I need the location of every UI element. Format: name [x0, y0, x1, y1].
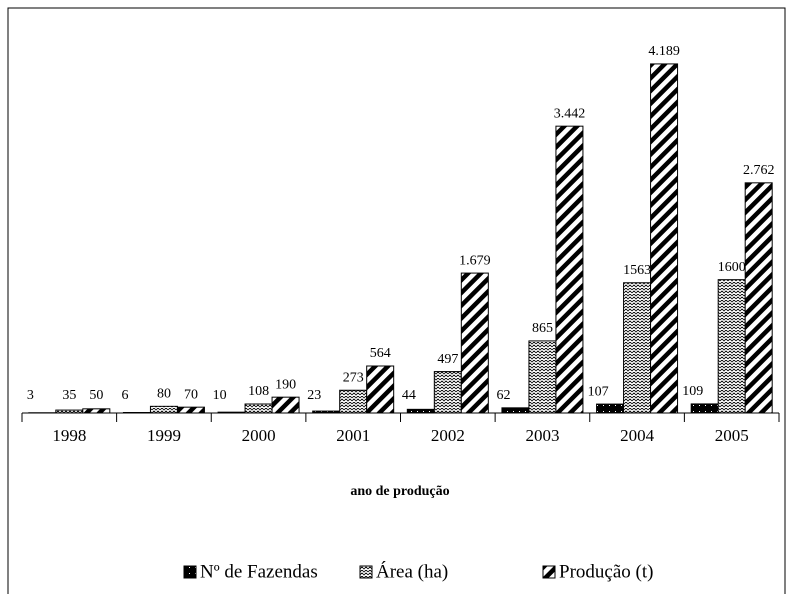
data-label: 2.762 — [743, 163, 775, 178]
bar — [690, 403, 719, 414]
data-label: 107 — [588, 384, 609, 399]
data-label: 44 — [402, 388, 416, 403]
data-label: 4.189 — [648, 44, 680, 59]
data-label: 1.679 — [459, 253, 491, 268]
data-label: 50 — [89, 388, 103, 403]
bar — [217, 411, 246, 414]
bar — [271, 396, 300, 414]
data-label: 23 — [307, 388, 321, 403]
data-label: 564 — [370, 346, 391, 361]
bar — [744, 182, 773, 414]
bar — [82, 408, 111, 414]
x-tick-label: 2003 — [525, 426, 559, 445]
data-label: 10 — [213, 388, 227, 403]
x-tick-label: 2005 — [715, 426, 749, 445]
bar — [717, 279, 746, 414]
x-tick-label: 1999 — [147, 426, 181, 445]
data-label: 3 — [27, 388, 34, 403]
bar — [122, 412, 151, 414]
legend-label: Área (ha) — [376, 560, 448, 582]
data-label: 3.442 — [554, 106, 586, 121]
data-label: 35 — [62, 388, 76, 403]
x-axis-label: ano de produção — [350, 484, 449, 499]
bar — [528, 340, 557, 414]
data-label: 6 — [121, 388, 128, 403]
data-label: 70 — [184, 387, 198, 402]
data-label: 62 — [496, 388, 510, 403]
bar — [555, 125, 584, 414]
bar — [339, 389, 368, 414]
bar — [149, 405, 178, 414]
legend-swatch — [542, 565, 556, 579]
data-label: 273 — [343, 370, 364, 385]
bar — [433, 371, 462, 414]
bar — [55, 409, 84, 414]
x-tick-label: 2004 — [620, 426, 655, 445]
data-label: 865 — [532, 321, 553, 336]
x-tick-label: 2000 — [242, 426, 276, 445]
bar — [460, 272, 489, 414]
bar — [176, 406, 205, 414]
legend-label: Nº de Fazendas — [200, 561, 318, 582]
bar — [406, 408, 435, 414]
bar — [244, 403, 273, 414]
data-label: 80 — [157, 387, 171, 402]
bar — [366, 365, 395, 414]
x-tick-label: 2001 — [336, 426, 370, 445]
frame — [7, 7, 786, 594]
bar — [623, 282, 652, 414]
data-label: 1600 — [718, 260, 746, 275]
data-label: 497 — [437, 352, 458, 367]
x-tick-label: 2002 — [431, 426, 465, 445]
bar — [650, 63, 679, 414]
legend-swatch — [359, 565, 373, 579]
bar — [312, 410, 341, 414]
x-tick-label: 1998 — [52, 426, 86, 445]
data-label: 109 — [682, 384, 703, 399]
bar — [596, 403, 625, 414]
legend-swatch — [183, 565, 197, 579]
data-label: 190 — [275, 377, 296, 392]
data-label: 108 — [248, 384, 269, 399]
legend-label: Produção (t) — [559, 561, 653, 582]
bar — [501, 407, 530, 414]
data-label: 1563 — [623, 263, 651, 278]
